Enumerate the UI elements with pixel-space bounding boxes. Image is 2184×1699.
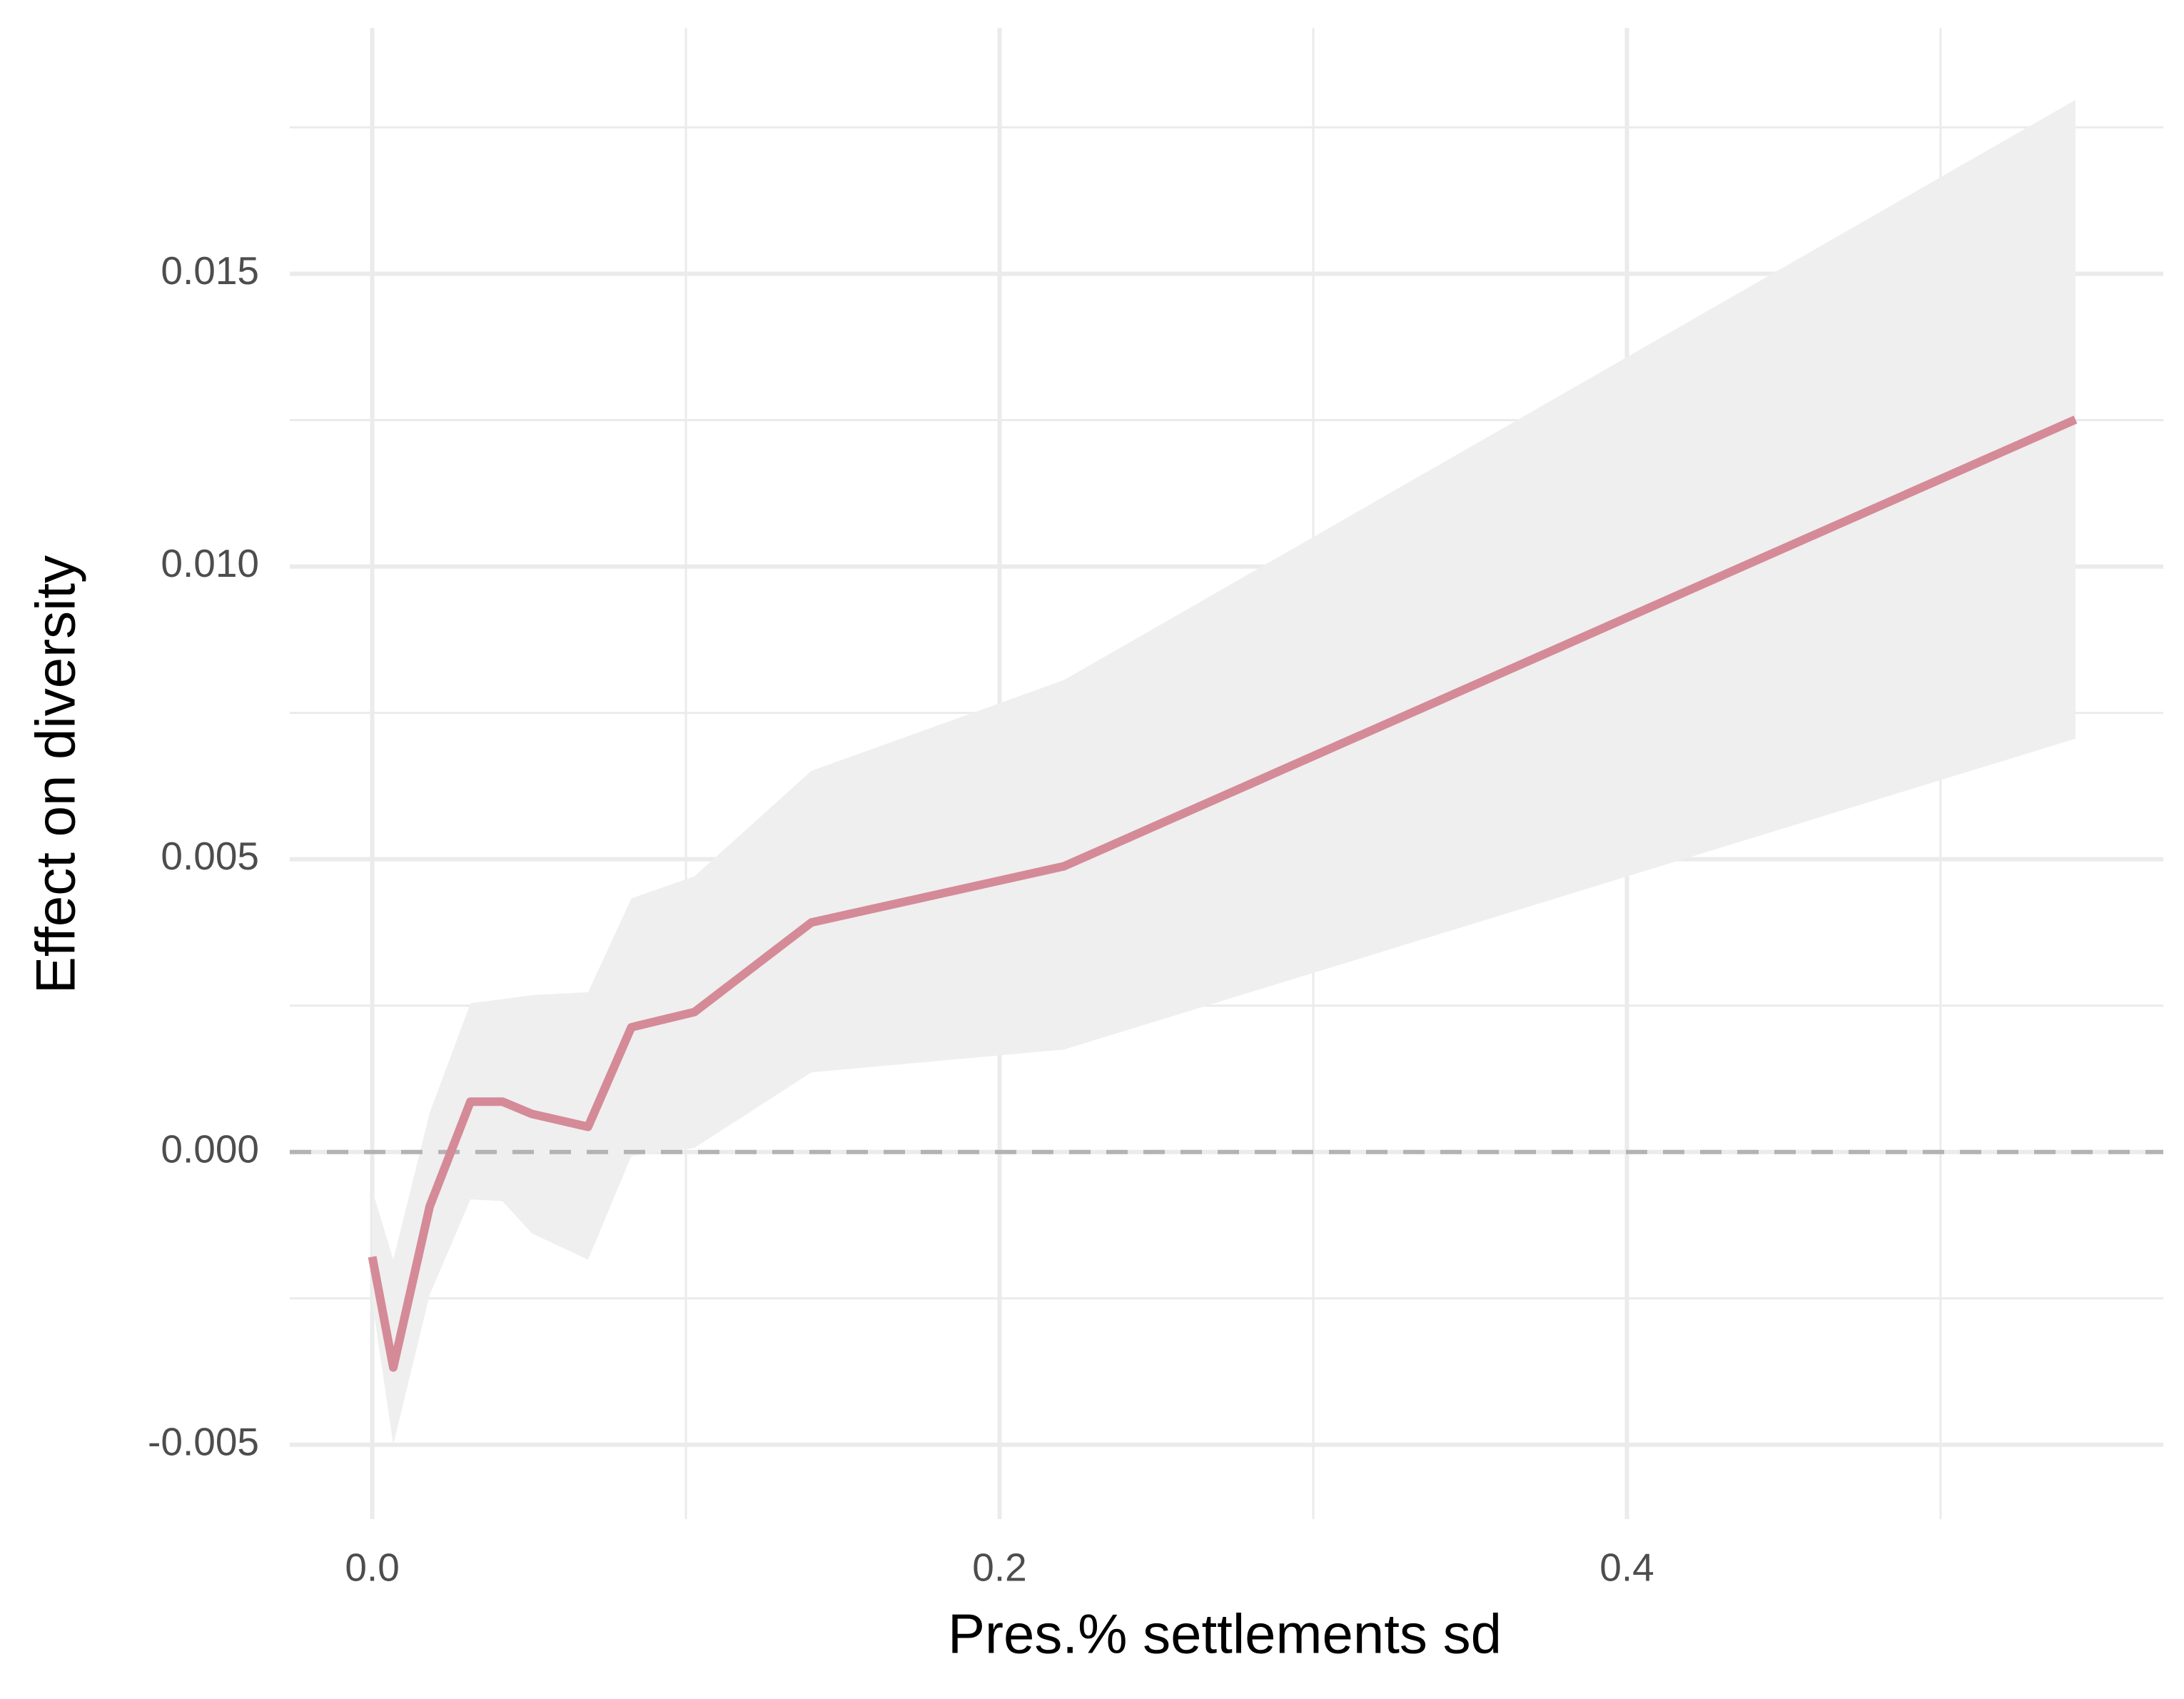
y-tick-label: 0.015 (161, 248, 259, 293)
y-axis-title: Effect on diversity (24, 555, 87, 994)
x-tick-label: 0.4 (1599, 1546, 1654, 1590)
confidence-band (372, 99, 2076, 1445)
y-tick-label: 0.005 (161, 834, 259, 878)
y-tick-label: -0.005 (148, 1419, 259, 1463)
y-tick-label: 0.000 (161, 1126, 259, 1171)
labels: Pres.% settlements sd Effect on diversit… (24, 248, 1654, 1665)
plot-area (290, 99, 2163, 1445)
effect-line (368, 415, 2078, 1372)
x-tick-label: 0.0 (345, 1546, 399, 1590)
x-axis-title: Pres.% settlements sd (948, 1603, 1502, 1665)
y-tick-label: 0.010 (161, 541, 259, 585)
x-tick-label: 0.2 (972, 1546, 1026, 1590)
